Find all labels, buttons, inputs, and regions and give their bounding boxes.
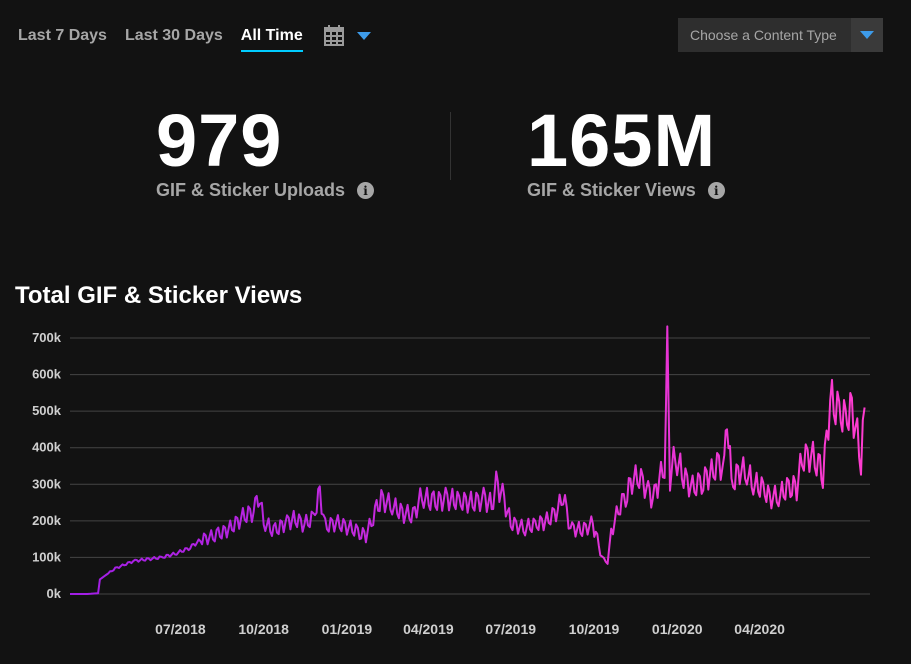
- y-tick-label: 600k: [32, 367, 62, 382]
- y-tick-label: 300k: [32, 476, 62, 491]
- content-type-dropdown-button[interactable]: [851, 18, 883, 52]
- chart-title: Total GIF & Sticker Views: [15, 282, 303, 309]
- uploads-value: 979: [156, 99, 283, 182]
- series-line-views: [70, 325, 866, 595]
- uploads-label: GIF & Sticker Uploads: [156, 180, 346, 200]
- x-tick-label: 10/2019: [569, 621, 620, 637]
- views-label: GIF & Sticker Views: [527, 180, 696, 200]
- tab-last-7-days[interactable]: Last 7 Days: [18, 27, 107, 44]
- chevron-down-icon: [860, 31, 874, 39]
- y-tick-label: 0k: [47, 586, 62, 601]
- date-dropdown-chevron-icon[interactable]: [356, 32, 371, 40]
- stats-divider: [450, 112, 451, 180]
- x-tick-label: 07/2019: [485, 621, 536, 637]
- info-icon[interactable]: i: [707, 182, 725, 199]
- views-value: 165M: [527, 99, 717, 182]
- uploads-stat: 979 GIF & Sticker Uploads i: [156, 99, 375, 201]
- content-type-select[interactable]: Choose a Content Type: [678, 18, 883, 52]
- y-tick-label: 400k: [32, 440, 62, 455]
- tab-all-time[interactable]: All Time: [240, 27, 303, 52]
- content-type-placeholder: Choose a Content Type: [690, 27, 837, 43]
- x-tick-label: 04/2020: [734, 621, 785, 637]
- tab-last-30-days[interactable]: Last 30 Days: [124, 27, 223, 44]
- x-tick-label: 10/2018: [238, 621, 289, 637]
- y-tick-label: 100k: [32, 549, 62, 564]
- x-tick-label: 04/2019: [403, 621, 454, 637]
- calendar-icon[interactable]: [323, 25, 345, 47]
- y-tick-label: 500k: [32, 403, 62, 418]
- views-stat: 165M GIF & Sticker Views i: [527, 100, 725, 201]
- y-tick-label: 200k: [32, 513, 62, 528]
- x-tick-label: 01/2019: [322, 621, 373, 637]
- y-tick-label: 700k: [32, 330, 62, 345]
- date-range-tabs: Last 7 Days Last 30 Days All Time: [18, 20, 371, 52]
- info-icon[interactable]: i: [357, 182, 375, 199]
- x-tick-label: 07/2018: [155, 621, 206, 637]
- x-tick-label: 01/2020: [652, 621, 703, 637]
- views-line-chart: 0k 100k 200k 300k 400k 500k 600k 700k 07/2018 10…: [32, 325, 870, 637]
